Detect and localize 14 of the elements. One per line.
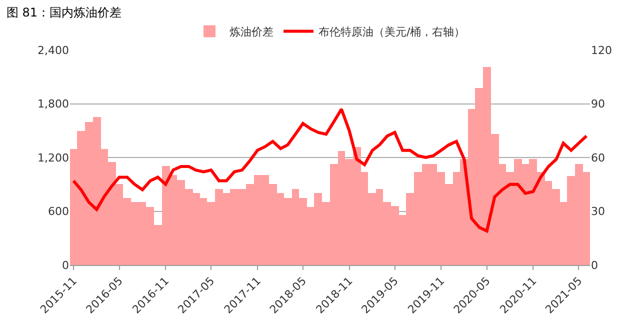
y-tick-label: 2,400 <box>38 44 69 57</box>
y2-tick-label: 0 <box>591 258 598 272</box>
y-tick-label: 1,800 <box>38 98 69 111</box>
y-tick-label: 1,200 <box>38 151 69 164</box>
chart-title: 图 81：国内炼油价差 <box>6 6 122 20</box>
y-tick-label: 600 <box>48 205 69 218</box>
y2-tick-label: 60 <box>591 151 605 164</box>
y2-tick-label: 120 <box>591 44 612 57</box>
legend-label: 炼油价差 <box>230 25 274 38</box>
line-series <box>72 108 588 232</box>
y2-tick-label: 90 <box>591 98 605 111</box>
y-tick-label: 0 <box>62 258 69 272</box>
y2-tick-label: 30 <box>591 205 605 218</box>
legend-label: 布伦特原油（美元/桶，右轴） <box>318 25 466 38</box>
